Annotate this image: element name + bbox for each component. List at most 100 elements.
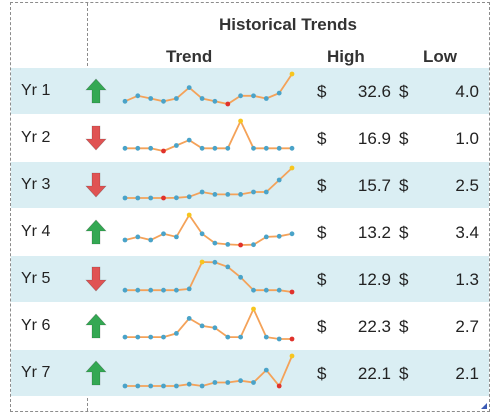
sparkline-point	[251, 93, 256, 99]
sparkline-point	[135, 334, 141, 340]
row-label: Yr 5	[21, 270, 51, 287]
header-low: Low	[423, 47, 457, 66]
currency-symbol: $	[399, 176, 409, 195]
table-row: Yr 4 $13.2 $3.4	[11, 208, 489, 255]
sparkline-low-point	[225, 101, 231, 107]
sparkline-point	[251, 189, 256, 195]
header-trend: Trend	[166, 47, 213, 66]
sparkline-point	[122, 334, 128, 340]
sparkline-point	[238, 192, 243, 197]
sparkline-high-point	[251, 306, 256, 312]
row-label: Yr 7	[21, 364, 51, 381]
sparkline-point	[122, 195, 128, 201]
sparkline-point	[135, 287, 141, 293]
sparkline-point	[225, 192, 231, 197]
sparkline-point	[225, 334, 231, 340]
sparkline-point	[135, 93, 141, 99]
low-value: 2.7	[455, 317, 479, 336]
sparkline-point	[186, 286, 192, 292]
sparkline-point	[148, 383, 154, 389]
low-value: 1.0	[455, 129, 479, 148]
arrow-down-icon	[85, 172, 107, 198]
sparkline-point	[225, 242, 231, 247]
row-label: Yr 6	[21, 317, 51, 334]
trend-sparkline	[122, 118, 295, 154]
sparkline-point	[276, 233, 282, 239]
sparkline-point	[263, 145, 269, 151]
sparkline-point	[161, 334, 166, 340]
sparkline-point	[276, 287, 282, 293]
table-title: Historical Trends	[219, 15, 357, 34]
sparkline-point	[276, 90, 282, 96]
sparkline-point	[174, 96, 179, 101]
sparkline-point	[212, 145, 218, 151]
sparkline-point	[186, 85, 192, 90]
currency-symbol: $	[317, 364, 327, 383]
sparkline-point	[276, 177, 282, 183]
high-value: 32.6	[357, 82, 391, 101]
resize-handle[interactable]	[481, 403, 487, 409]
high-value: 16.9	[357, 129, 391, 148]
sparkline-point	[135, 234, 141, 240]
sparkline-point	[148, 237, 154, 243]
table-row: Yr 5 $12.9 $1.3	[11, 255, 489, 302]
sparkline-point	[174, 143, 179, 148]
sparkline-point	[161, 231, 166, 237]
sparkline-point	[263, 96, 269, 101]
arrow-up-icon	[85, 78, 107, 104]
header-high: High	[327, 47, 365, 66]
sparkline-point	[251, 380, 256, 385]
currency-symbol: $	[317, 223, 327, 242]
trend-sparkline	[122, 306, 295, 342]
sparkline-low-point	[161, 195, 166, 201]
sparkline-point	[251, 287, 256, 293]
sparkline-point	[238, 274, 243, 280]
sparkline-point	[238, 378, 243, 384]
row-label: Yr 3	[21, 176, 51, 193]
sparkline-point	[212, 325, 218, 331]
sparkline-point	[276, 336, 282, 342]
high-value: 22.3	[357, 317, 391, 336]
sparkline-low-point	[161, 148, 166, 154]
sparkline-point	[225, 380, 231, 385]
sparkline-point	[174, 331, 179, 336]
currency-symbol: $	[399, 364, 409, 383]
arrow-up-icon	[85, 313, 107, 339]
low-value: 2.5	[455, 176, 479, 195]
sparkline-high-point	[289, 353, 295, 359]
sparkline-point	[263, 287, 269, 293]
low-value: 3.4	[455, 223, 479, 242]
sparkline-point	[161, 98, 166, 104]
sparkline-point	[148, 195, 154, 201]
high-value: 22.1	[357, 364, 391, 383]
sparkline-point	[199, 231, 205, 237]
currency-symbol: $	[399, 317, 409, 336]
sparkline-point	[238, 334, 243, 340]
sparkline-high-point	[238, 118, 243, 124]
sparkline-point	[199, 189, 205, 195]
sparkline-point	[161, 383, 166, 389]
sparkline-point	[148, 287, 154, 293]
currency-symbol: $	[399, 129, 409, 148]
row-label: Yr 4	[21, 223, 51, 240]
sparkline-point	[122, 237, 128, 243]
sparkline-high-point	[289, 165, 295, 171]
sparkline-point	[212, 240, 218, 246]
sparkline-point	[263, 234, 269, 240]
currency-symbol: $	[317, 176, 327, 195]
arrow-up-icon	[85, 219, 107, 245]
sparkline-point	[212, 192, 218, 197]
sparkline-point	[174, 234, 179, 240]
table-row: Yr 7 $22.1 $2.1	[11, 349, 489, 396]
sparkline-point	[238, 93, 243, 99]
sparkline-point	[186, 137, 192, 143]
low-value: 2.1	[455, 364, 479, 383]
sparkline-point	[263, 189, 269, 195]
table-row: Yr 6 $22.3 $2.7	[11, 302, 489, 349]
sparkline-point	[135, 383, 141, 389]
arrow-down-icon	[85, 266, 107, 292]
sparkline-high-point	[199, 259, 205, 265]
arrow-up-icon	[85, 360, 107, 386]
row-label: Yr 1	[21, 82, 51, 99]
sparkline-point	[289, 231, 295, 237]
